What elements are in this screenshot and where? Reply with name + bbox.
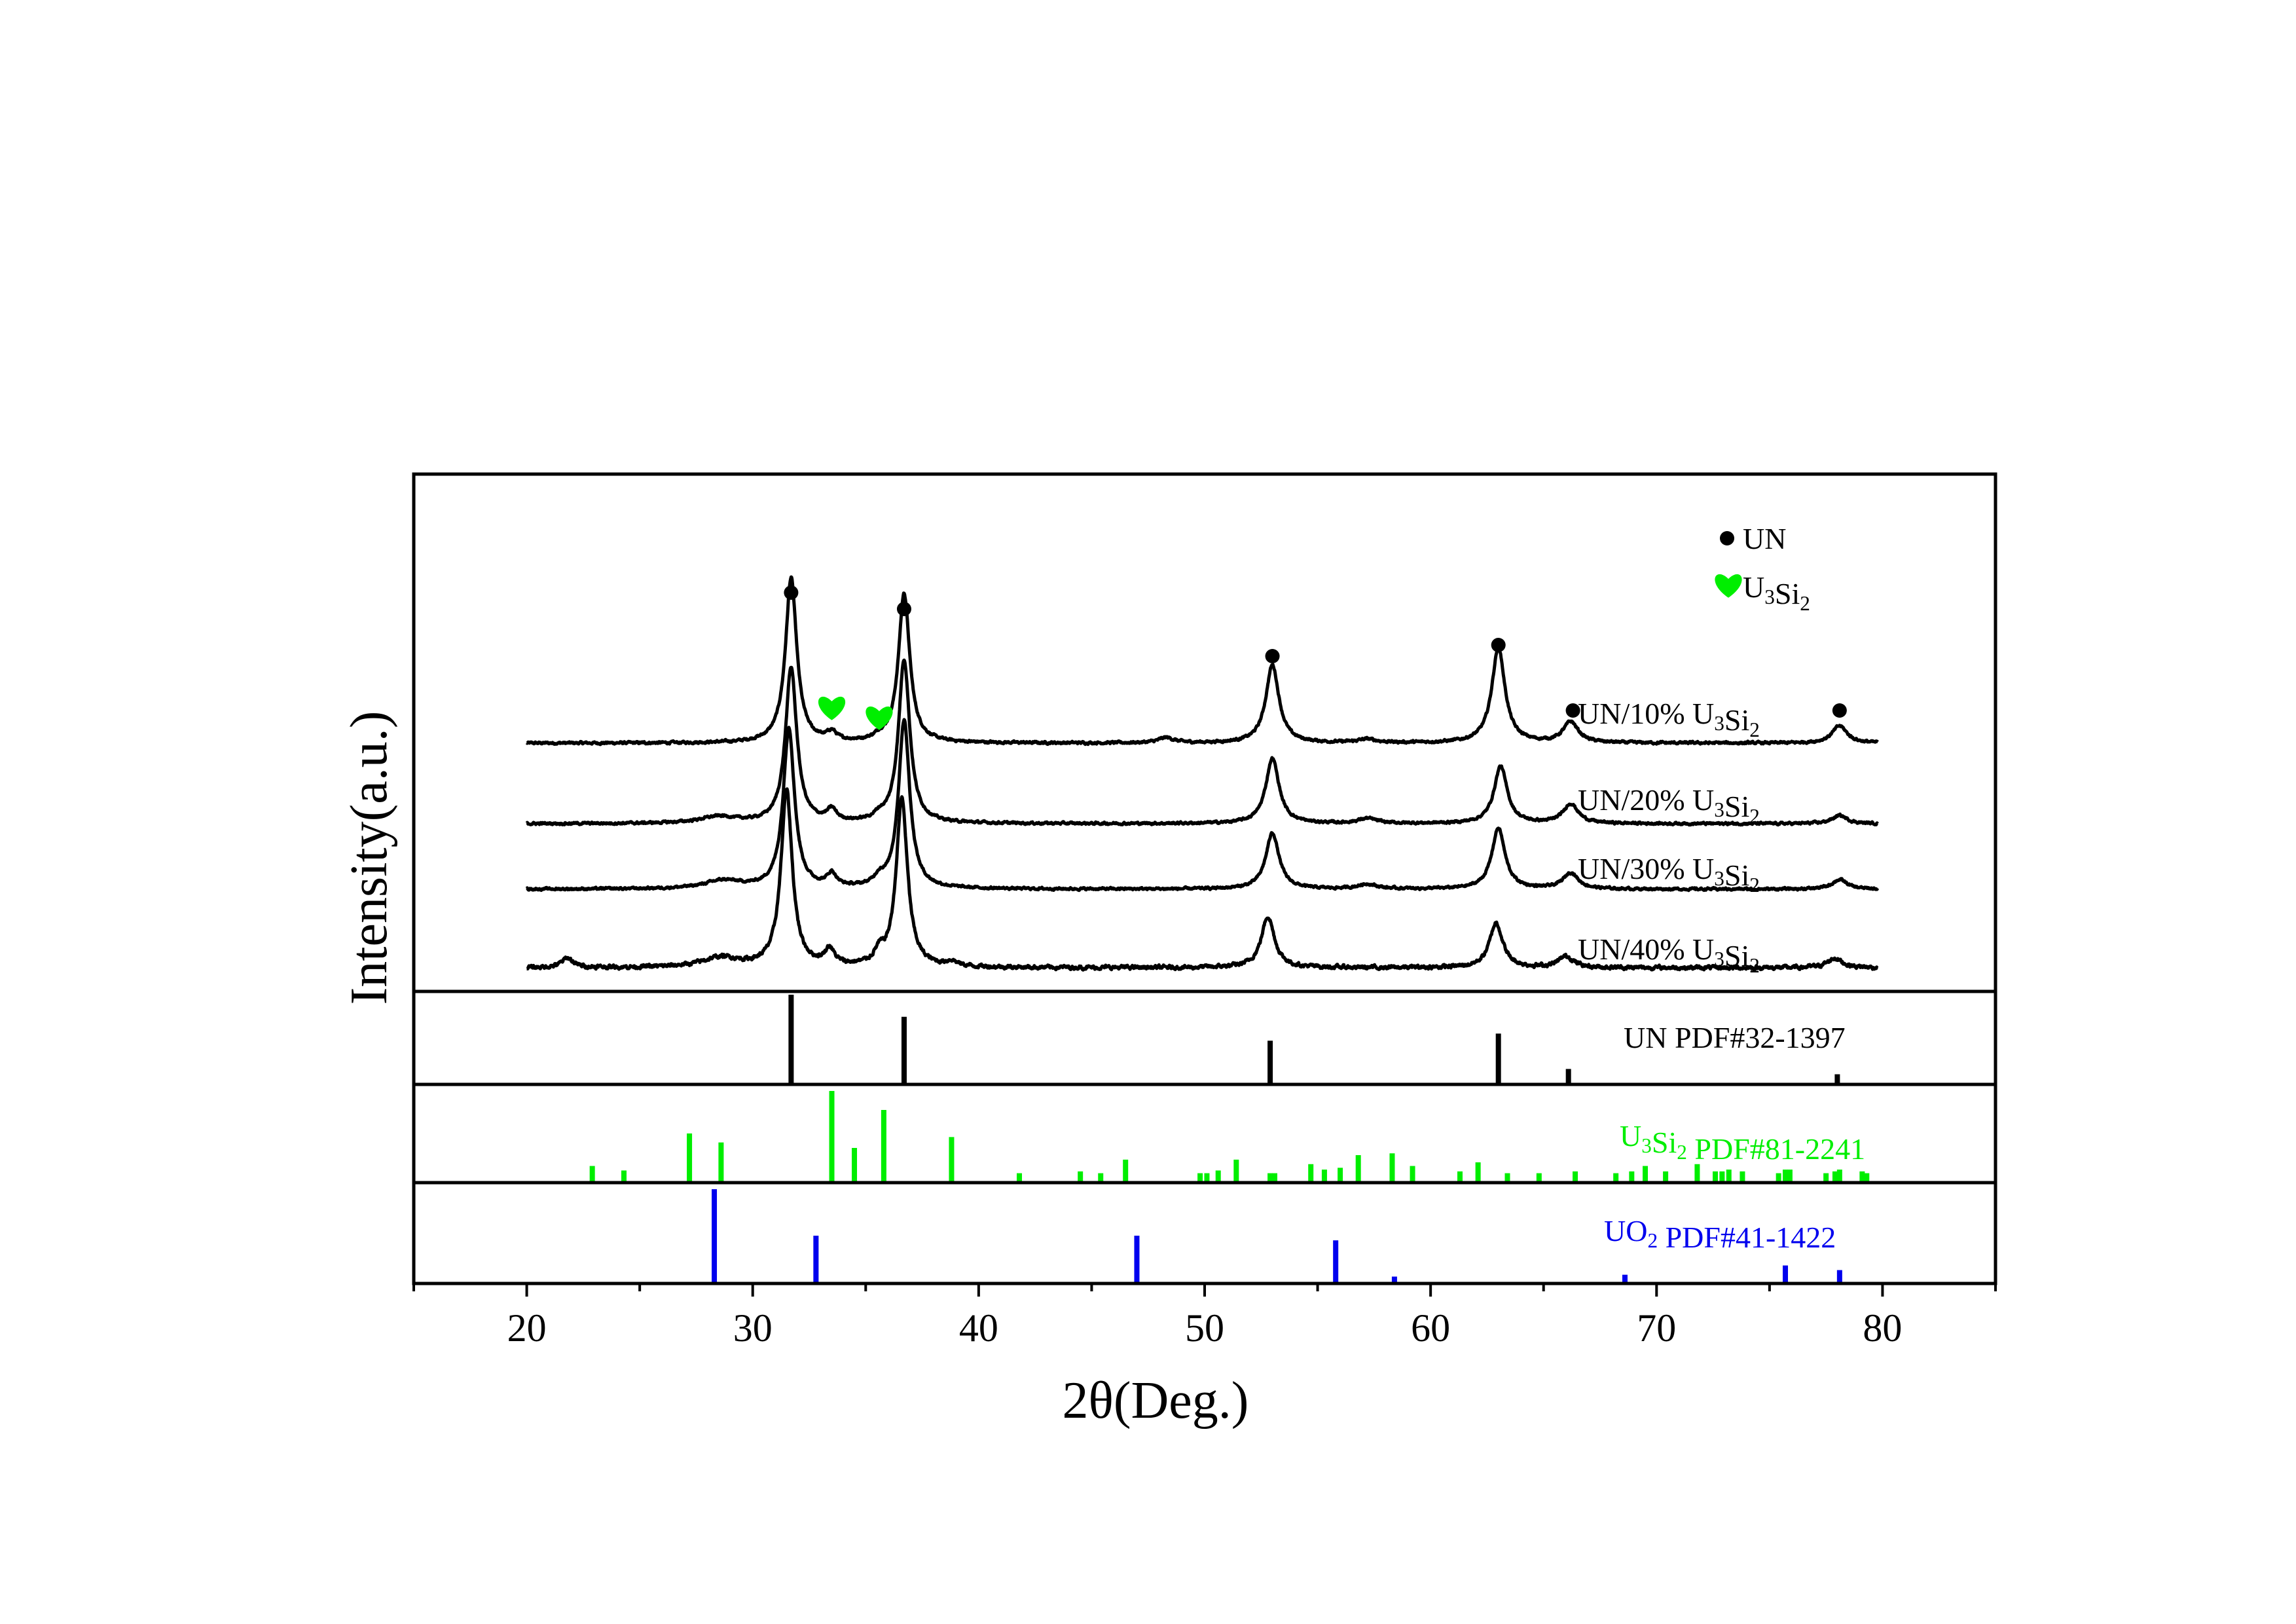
- un-peak-marker: [1832, 703, 1847, 718]
- pattern-line-4: [525, 787, 1879, 972]
- legend-un-label: UN: [1743, 522, 1786, 555]
- series-label-3: UN/30% U3Si2: [1578, 852, 1760, 896]
- pattern-line-2: [525, 658, 1879, 827]
- un-peak-marker: [1265, 649, 1280, 663]
- un-peak-marker: [896, 602, 911, 616]
- x-tick-label: 70: [1637, 1306, 1676, 1350]
- reference-patterns: UN PDF#32-1397 U3Si2 PDF#81-2241 UO2 PDF#4…: [589, 995, 1870, 1282]
- x-tick-label: 60: [1411, 1306, 1450, 1350]
- plot-frame: [412, 472, 1997, 1285]
- diffraction-patterns: [525, 575, 1880, 972]
- x-tick-label: 30: [733, 1306, 773, 1350]
- series-labels: UN/10% U3Si2 UN/20% U3Si2 UN/30% U3Si2 UN/4…: [1578, 697, 1760, 977]
- x-tick-label: 20: [507, 1306, 547, 1350]
- x-axis: 20 30 40 50 60 70 80: [412, 1283, 1997, 1350]
- un-peak-marker: [1491, 638, 1506, 652]
- x-tick-label: 50: [1185, 1306, 1224, 1350]
- phase-markers: [784, 585, 1847, 730]
- x-tick-label: 40: [959, 1306, 998, 1350]
- x-axis-label: 2θ(Deg.): [1063, 1372, 1249, 1430]
- legend-un-marker: [1720, 531, 1734, 545]
- series-label-2: UN/20% U3Si2: [1578, 783, 1760, 828]
- un-peak-marker: [1565, 703, 1580, 718]
- un-peak-marker: [784, 585, 799, 600]
- reference-label-2: U3Si2 PDF#81-2241: [1620, 1119, 1865, 1166]
- x-tick-label: 80: [1863, 1306, 1902, 1350]
- series-label-4: UN/40% U3Si2: [1578, 932, 1760, 977]
- legend: UN U3Si2: [1715, 522, 1810, 615]
- series-label-1: UN/10% U3Si2: [1578, 697, 1760, 741]
- pattern-line-3: [525, 718, 1880, 893]
- reference-label-3: UO2 PDF#41-1422: [1604, 1214, 1836, 1254]
- u3si2-peak-marker: [818, 696, 846, 720]
- legend-u3si2-marker: [1715, 574, 1742, 598]
- u3si2-peak-marker: [866, 706, 893, 730]
- pattern-line-1: [525, 575, 1879, 747]
- y-axis-label: Intensity(a.u.): [340, 711, 398, 1005]
- legend-u3si2-label: U3Si2: [1743, 570, 1810, 615]
- reference-label-1: UN PDF#32-1397: [1624, 1021, 1846, 1054]
